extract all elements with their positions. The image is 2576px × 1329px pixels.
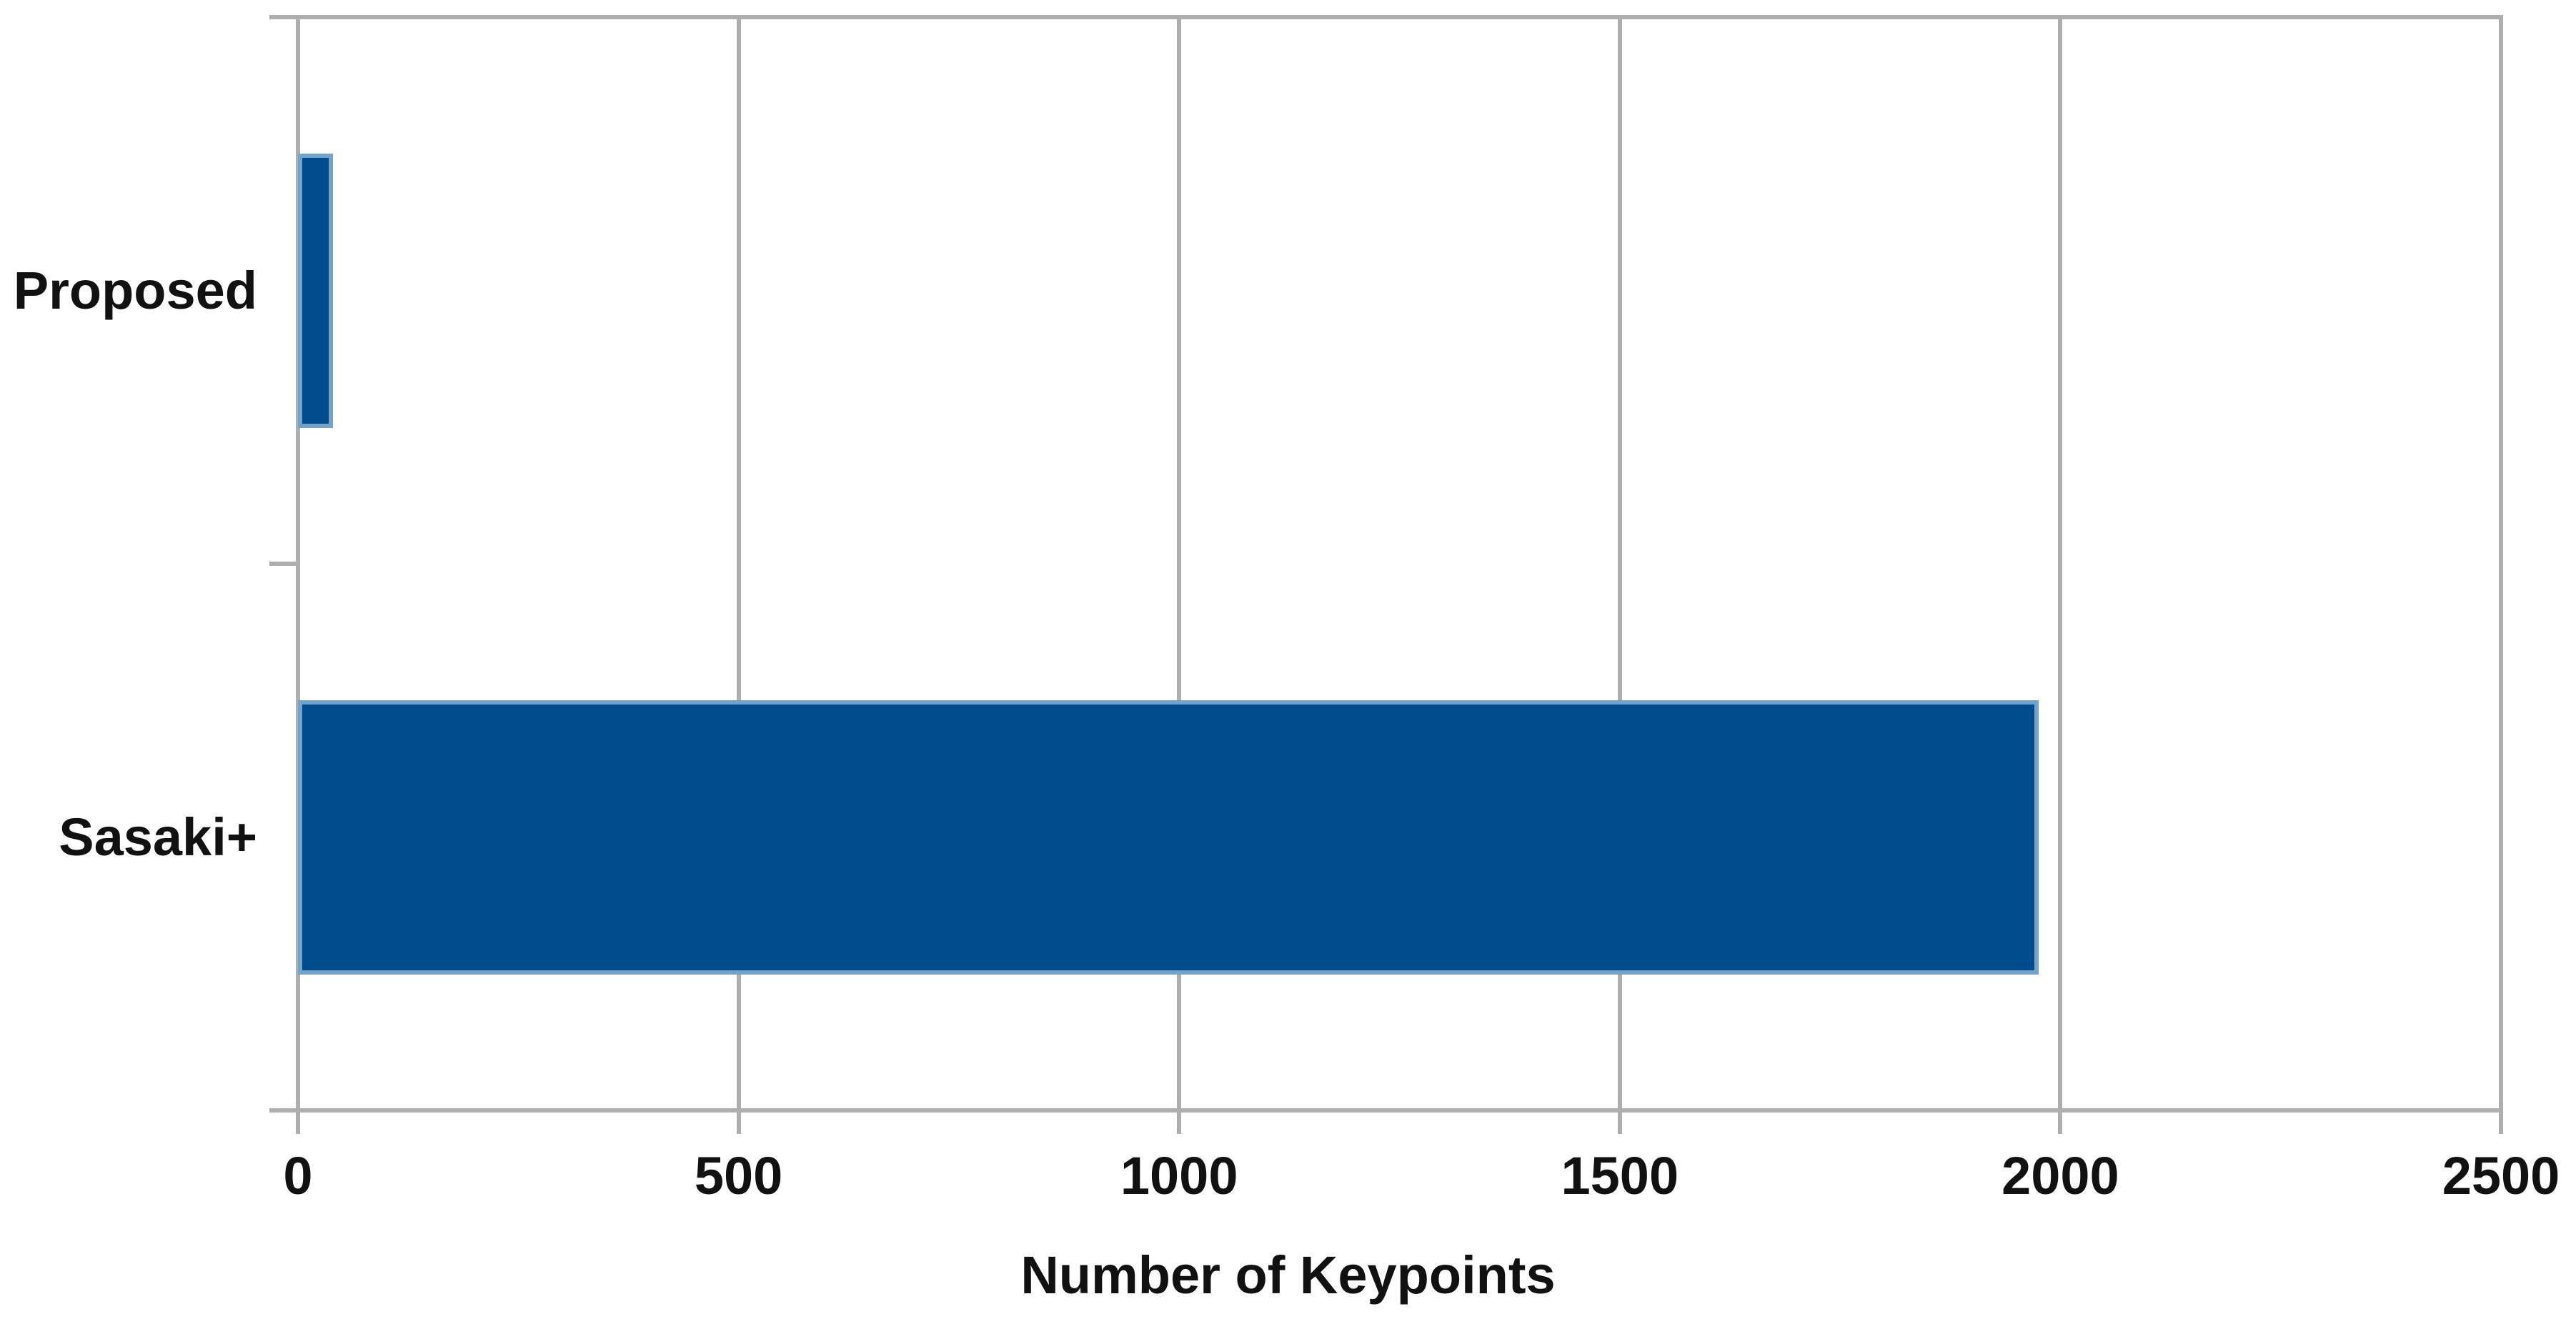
x-axis-tick-mark [1177, 1113, 1182, 1134]
x-axis-tick-mark [2499, 1113, 2503, 1134]
gridline [736, 15, 741, 1113]
x-axis-title: Number of Keypoints [1020, 1245, 1556, 1305]
y-axis-tick-mark [269, 562, 298, 566]
gridline [1177, 15, 1182, 1113]
x-axis-tick-mark [2058, 1113, 2063, 1134]
x-axis-line [269, 1108, 2503, 1113]
y-axis-tick-mark [269, 1108, 298, 1113]
x-axis-tick-label: 2500 [2442, 1146, 2560, 1205]
bar-sasaki- [298, 700, 2039, 975]
x-axis-tick-mark [736, 1113, 741, 1134]
x-axis-tick-label: 2000 [2001, 1146, 2119, 1205]
y-axis-tick-mark [269, 15, 298, 19]
plot-top-border-line [269, 15, 2503, 19]
gridline [2058, 15, 2063, 1113]
x-axis-tick-mark [1617, 1113, 1622, 1134]
x-axis-tick-label: 0 [283, 1146, 313, 1205]
y-axis-line [296, 15, 300, 1113]
category-label: Proposed [13, 261, 257, 320]
x-axis-tick-label: 1500 [1561, 1146, 1679, 1205]
x-axis-tick-label: 1000 [1120, 1146, 1238, 1205]
x-axis-tick-mark [296, 1113, 300, 1134]
gridline [2499, 15, 2503, 1113]
gridline [1617, 15, 1622, 1113]
category-label: Sasaki+ [59, 807, 257, 867]
x-axis-tick-label: 500 [694, 1146, 783, 1205]
bar-proposed [298, 154, 333, 428]
